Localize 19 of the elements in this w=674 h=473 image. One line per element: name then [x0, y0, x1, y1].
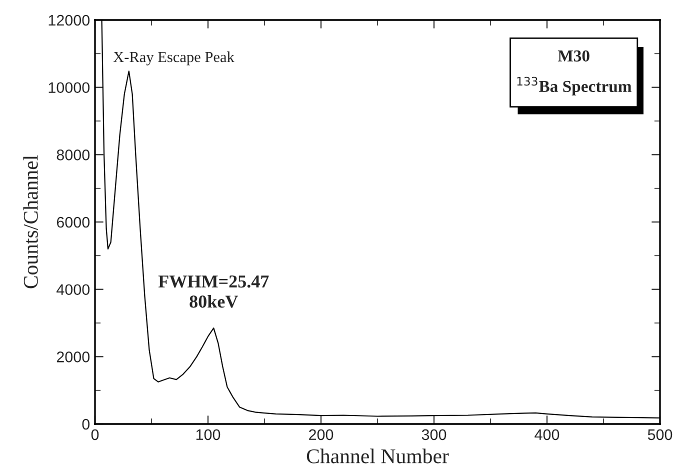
y-axis-title: Counts/Channel — [23, 155, 38, 288]
x-tick-label: 0 — [91, 429, 99, 440]
y-tick-label: 6000 — [56, 216, 90, 228]
x-tick-label: 300 — [422, 429, 446, 440]
y-tick-label: 0 — [82, 418, 90, 430]
annotation: X-Ray Escape Peak — [113, 51, 234, 66]
annotation: FWHM=25.47 80keV — [158, 275, 269, 308]
text: $^{133}$Ba Spectrum — [517, 76, 632, 96]
x-tick-label: 100 — [196, 429, 220, 440]
x-axis-title: Channel Number — [306, 448, 449, 464]
y-tick-label: 12000 — [48, 14, 90, 26]
x-tick-label: 200 — [309, 429, 334, 440]
y-tick-label: 8000 — [56, 150, 90, 160]
y-tick-label: 2000 — [56, 352, 90, 362]
x-tick-label: 500 — [648, 429, 672, 440]
y-tick-label: 4000 — [56, 284, 90, 296]
y-tick-label: 10000 — [48, 82, 90, 94]
text: M30 — [558, 50, 590, 62]
x-tick-label: 400 — [534, 429, 560, 440]
